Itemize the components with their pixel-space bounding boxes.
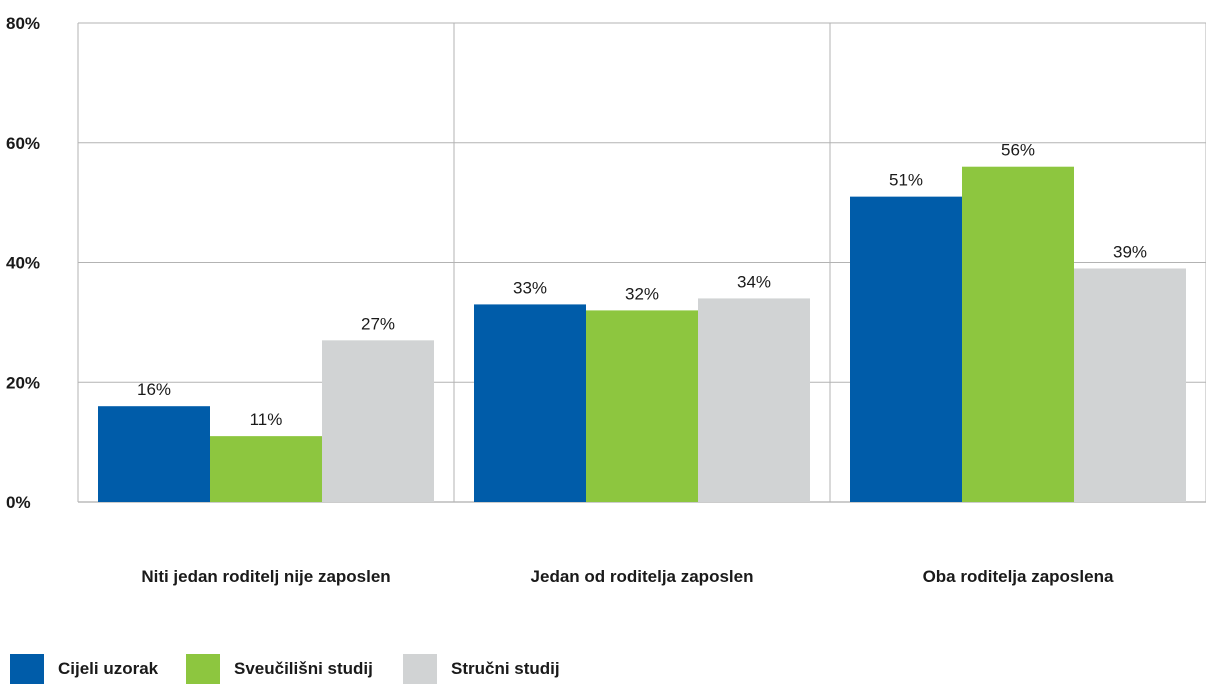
bar [322, 340, 434, 502]
bar [698, 298, 810, 502]
data-label: 56% [1001, 141, 1035, 160]
legend-label: Sveučilišni studij [234, 659, 373, 678]
data-labels: 16% 11% 27% 33% 32% 34% 51% 56% 39% [137, 141, 1147, 429]
bar [474, 304, 586, 502]
legend-swatch [186, 654, 220, 684]
bar [962, 166, 1074, 502]
x-category-label: Niti jedan roditelj nije zaposlen [141, 567, 390, 586]
y-tick-label: 40% [6, 254, 40, 273]
legend: Cijeli uzorak Sveučilišni studij Stručni s… [10, 654, 560, 684]
data-label: 27% [361, 314, 395, 333]
bar [850, 196, 962, 502]
legend-swatch [403, 654, 437, 684]
data-label: 34% [737, 272, 771, 291]
legend-label: Cijeli uzorak [58, 659, 159, 678]
x-category-label: Jedan od roditelja zaposlen [531, 567, 754, 586]
x-category-label: Oba roditelja zaposlena [923, 567, 1114, 586]
data-label: 51% [889, 171, 923, 190]
bar [586, 310, 698, 502]
x-axis: Niti jedan roditelj nije zaposlen Jedan o… [141, 567, 1114, 586]
data-label: 32% [625, 284, 659, 303]
legend-label: Stručni studij [451, 659, 560, 678]
y-tick-label: 80% [6, 14, 40, 33]
y-tick-label: 0% [6, 493, 31, 512]
bar [210, 436, 322, 502]
legend-swatch [10, 654, 44, 684]
bars [98, 166, 1186, 502]
y-tick-label: 60% [6, 134, 40, 153]
y-axis: 0% 20% 40% 60% 80% [6, 14, 40, 512]
data-label: 16% [137, 380, 171, 399]
bar [1074, 268, 1186, 502]
data-label: 39% [1113, 242, 1147, 261]
bar [98, 406, 210, 502]
data-label: 11% [250, 410, 283, 429]
data-label: 33% [513, 278, 547, 297]
y-tick-label: 20% [6, 373, 40, 392]
